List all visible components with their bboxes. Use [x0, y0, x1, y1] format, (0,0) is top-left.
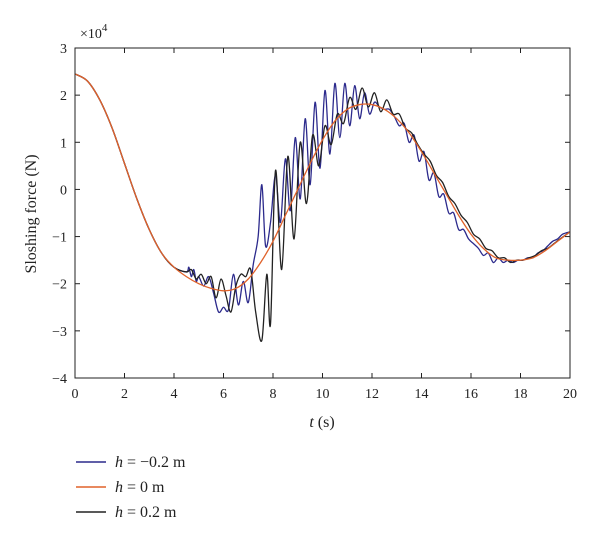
- y-axis-label: Sloshing force (N): [23, 154, 40, 273]
- legend-item-h-0: h = 0 m: [76, 479, 165, 496]
- x-tick-label: 18: [514, 387, 528, 402]
- x-tick-label: 6: [220, 387, 227, 402]
- legend-item-h-neg-0-2: h = −0.2 m: [76, 454, 186, 471]
- legend-label: h = −0.2 m: [115, 454, 186, 471]
- x-tick-label: 20: [563, 387, 577, 402]
- y-axis-multiplier: ×104: [80, 22, 108, 42]
- x-tick-label: 0: [72, 387, 79, 402]
- x-tick-label: 10: [316, 387, 330, 402]
- y-tick-label: 3: [60, 42, 67, 57]
- series-h-neg-0-2-line: [75, 73, 570, 314]
- x-tick-label: 12: [365, 387, 379, 402]
- y-tick-label: 0: [60, 183, 67, 198]
- x-tick-label: 8: [270, 387, 277, 402]
- x-tick-label: 14: [415, 387, 429, 402]
- legend: h = −0.2 m h = 0 m h = 0.2 m: [76, 454, 186, 521]
- y-tick-label: −4: [52, 372, 67, 387]
- legend-label: h = 0.2 m: [115, 504, 177, 521]
- y-tick-label: 1: [60, 136, 67, 151]
- legend-item-h-0-2: h = 0.2 m: [76, 504, 177, 521]
- series-h-0-line: [75, 73, 570, 292]
- series-layer: [75, 73, 570, 343]
- x-axis-label: t (s): [309, 414, 334, 431]
- x-tick-label: 4: [171, 387, 178, 402]
- x-tick-label: 2: [121, 387, 128, 402]
- series-h-0-2-line: [75, 73, 570, 343]
- y-tick-label: 2: [60, 89, 67, 104]
- y-tick-label: −2: [52, 278, 67, 293]
- x-tick-label: 16: [464, 387, 478, 402]
- y-tick-label: −1: [52, 231, 67, 246]
- legend-label: h = 0 m: [115, 479, 165, 496]
- plot-frame: [74, 47, 571, 379]
- y-tick-label: −3: [52, 325, 67, 340]
